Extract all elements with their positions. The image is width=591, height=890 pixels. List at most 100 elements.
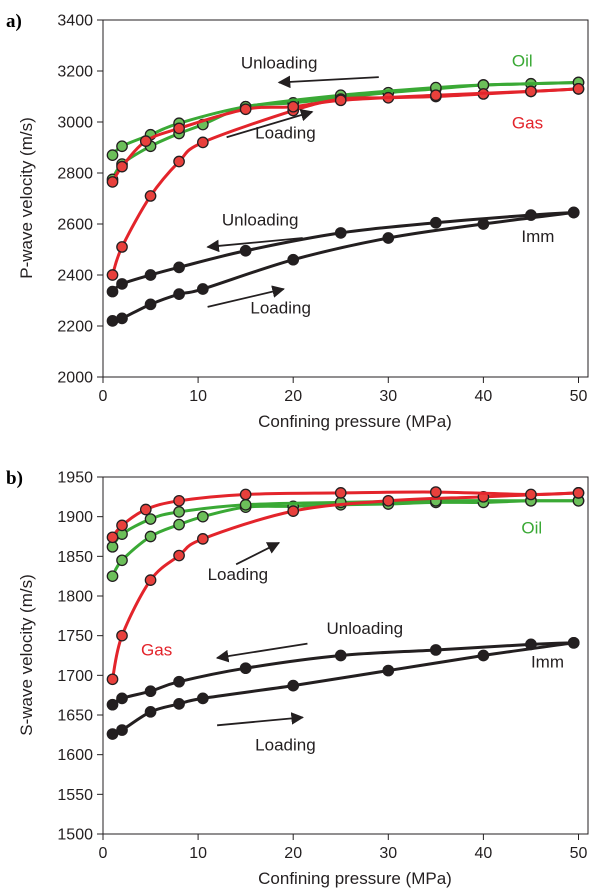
panel-b-y-ticks: 1500 1550 1600 1650 1700 1750 1800 1850 1900 1950 bbox=[57, 470, 103, 844]
data-point-gas bbox=[287, 505, 300, 517]
data-point-gas bbox=[525, 85, 537, 98]
y-tick-label: 1800 bbox=[57, 589, 93, 606]
data-point-imm bbox=[116, 724, 128, 736]
data-point-gas bbox=[239, 103, 252, 116]
series-line-imm-unloading bbox=[111, 211, 576, 294]
data-point-imm bbox=[429, 216, 442, 229]
data-point-imm bbox=[382, 232, 395, 244]
panel-b-label: b) bbox=[6, 468, 23, 489]
x-tick-label: 30 bbox=[379, 845, 397, 862]
series-line-gas-unloading bbox=[111, 490, 580, 539]
data-point-imm bbox=[144, 269, 157, 281]
panel-b-x-axis-title: Confining pressure (MPa) bbox=[258, 869, 452, 888]
data-point-imm bbox=[334, 227, 347, 239]
data-point-gas bbox=[173, 549, 185, 562]
data-point-imm bbox=[525, 638, 537, 651]
data-point-oil bbox=[144, 530, 157, 543]
annotation-label-gas: Gas bbox=[141, 641, 172, 660]
series-imm-unloading bbox=[106, 206, 580, 298]
data-point-imm bbox=[239, 244, 252, 257]
data-point-gas bbox=[116, 160, 128, 173]
data-point-gas bbox=[116, 519, 128, 532]
data-point-imm bbox=[116, 312, 128, 325]
series-line-imm-unloading bbox=[111, 641, 576, 707]
panel-a-pwave-chart: a) 2000 2200 2400 2600 2800 3000 3200 3400 0 10 2… bbox=[6, 11, 589, 431]
annotation-label-gas: Gas bbox=[512, 113, 543, 132]
annotation-label-oil: Oil bbox=[521, 518, 542, 537]
data-point-oil bbox=[144, 513, 157, 525]
x-tick-label: 20 bbox=[284, 388, 302, 405]
panel-b-series bbox=[106, 486, 585, 740]
data-point-gas bbox=[173, 122, 185, 135]
data-point-imm bbox=[477, 649, 490, 662]
series-line-gas-loading bbox=[111, 491, 580, 681]
data-point-gas bbox=[106, 176, 119, 188]
annotation-arrow-loading-bottom bbox=[217, 712, 304, 727]
annotation-unloading-top: Unloading bbox=[326, 619, 403, 638]
data-point-imm bbox=[239, 662, 252, 675]
y-tick-label: 1900 bbox=[57, 509, 93, 526]
y-tick-label: 3000 bbox=[57, 115, 93, 132]
data-point-gas bbox=[139, 135, 152, 147]
data-point-imm bbox=[567, 206, 580, 219]
annotation-arrow-unloading-top bbox=[277, 75, 379, 89]
panel-b-annotations: Loading Unloading Loading Gas Oil Imm bbox=[141, 518, 564, 754]
data-point-oil bbox=[116, 554, 128, 567]
x-tick-label: 0 bbox=[99, 845, 108, 862]
panel-b-swave-chart: b) 1500155016001650170017501800185019001… bbox=[6, 468, 589, 888]
data-point-imm bbox=[144, 685, 157, 698]
data-point-gas bbox=[139, 503, 152, 516]
data-point-imm bbox=[173, 261, 185, 274]
series-line-imm-loading bbox=[111, 211, 576, 323]
series-imm-loading bbox=[106, 636, 580, 740]
data-point-imm bbox=[116, 278, 128, 290]
annotation-arrow-unloading-top bbox=[215, 642, 308, 663]
y-tick-label: 2200 bbox=[57, 319, 93, 336]
series-line-oil-unloading bbox=[111, 80, 580, 157]
data-point-imm bbox=[173, 288, 185, 300]
y-tick-label: 2800 bbox=[57, 166, 93, 183]
x-tick-label: 30 bbox=[379, 388, 397, 405]
annotation-loading-top: Loading bbox=[208, 565, 269, 584]
annotation-label-imm: Imm bbox=[531, 652, 564, 671]
data-point-imm bbox=[197, 692, 209, 705]
data-point-oil bbox=[106, 149, 119, 161]
data-point-gas bbox=[173, 494, 185, 507]
y-tick-label: 1500 bbox=[57, 827, 93, 844]
data-point-gas bbox=[173, 155, 185, 168]
series-line-oil-unloading bbox=[111, 499, 580, 549]
annotation-label-oil: Oil bbox=[512, 51, 533, 70]
data-point-imm bbox=[144, 705, 157, 718]
data-point-imm bbox=[525, 209, 537, 221]
series-imm-unloading bbox=[106, 636, 580, 711]
annotation-loading-top: Loading bbox=[255, 124, 316, 143]
y-tick-label: 1850 bbox=[57, 549, 93, 566]
data-point-gas bbox=[334, 487, 347, 499]
data-point-oil bbox=[173, 506, 185, 518]
panel-b-x-ticks: 0 10 20 30 40 50 bbox=[99, 834, 588, 862]
x-tick-label: 40 bbox=[474, 845, 492, 862]
data-point-gas bbox=[429, 486, 442, 498]
data-point-imm bbox=[106, 698, 119, 711]
data-point-imm bbox=[173, 698, 185, 710]
annotation-loading-bottom: Loading bbox=[250, 298, 311, 317]
panel-a-annotations: Unloading Loading Unloading Loading Oil Gas Im… bbox=[206, 51, 554, 317]
data-point-gas bbox=[429, 89, 442, 102]
data-point-gas bbox=[116, 629, 128, 642]
data-point-oil bbox=[116, 140, 128, 153]
annotation-unloading-bottom: Unloading bbox=[222, 210, 299, 229]
data-point-gas bbox=[106, 531, 119, 544]
y-tick-label: 1750 bbox=[57, 628, 93, 645]
data-point-gas bbox=[197, 533, 209, 545]
y-tick-label: 1600 bbox=[57, 747, 93, 764]
data-point-gas bbox=[239, 488, 252, 501]
annotation-unloading-top: Unloading bbox=[241, 53, 318, 72]
data-point-imm bbox=[106, 315, 119, 327]
x-tick-label: 50 bbox=[570, 845, 588, 862]
data-point-gas bbox=[116, 241, 128, 253]
series-gas-unloading bbox=[106, 83, 585, 188]
y-tick-label: 1950 bbox=[57, 470, 93, 487]
data-point-gas bbox=[106, 269, 119, 281]
annotation-loading-bottom: Loading bbox=[255, 736, 316, 755]
